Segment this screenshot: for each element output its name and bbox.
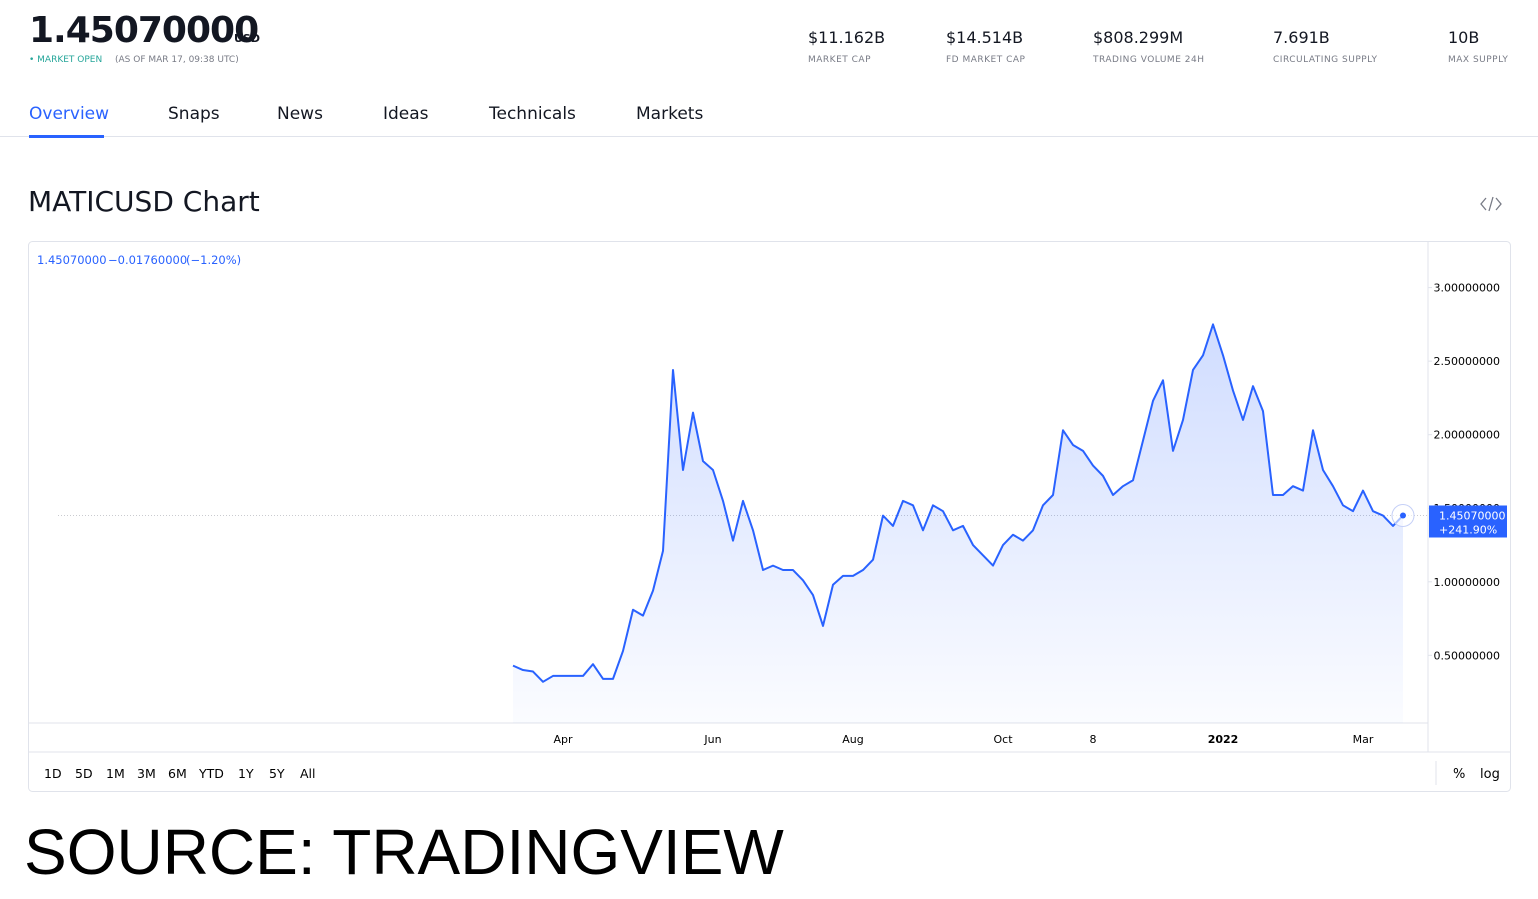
price-line xyxy=(512,323,1404,683)
stat-label: MARKET CAP xyxy=(808,55,871,65)
range-button[interactable]: 1D xyxy=(44,766,62,781)
y-tick-label: 3.00000000 xyxy=(1434,282,1500,295)
tab[interactable]: Overview xyxy=(29,104,110,124)
last-point xyxy=(1400,512,1406,519)
tab-indicator xyxy=(29,135,104,138)
stat-value: 10B xyxy=(1448,28,1480,47)
range-button[interactable]: 5D xyxy=(75,766,93,781)
x-tick-label: Mar xyxy=(1353,733,1374,746)
range-button[interactable]: 1M xyxy=(106,766,125,781)
chart-frame xyxy=(28,241,1511,792)
y-tick-label: 1.00000000 xyxy=(1434,576,1500,589)
price-tag-price: 1.45070000 xyxy=(1439,509,1505,522)
as-of: (AS OF MAR 17, 09:38 UTC) xyxy=(115,55,239,65)
x-tick-label: Apr xyxy=(553,733,573,746)
market-status: • MARKET OPEN xyxy=(29,55,103,65)
legend-change: −0.01760000 xyxy=(108,253,187,267)
range-button[interactable]: All xyxy=(300,766,316,781)
source: SOURCE: TRADINGVIEW xyxy=(24,816,784,888)
price-tag-change: +241.90% xyxy=(1439,523,1497,536)
stat-value: $808.299M xyxy=(1093,28,1184,47)
stat-label: CIRCULATING SUPPLY xyxy=(1273,55,1378,65)
x-tick-label: 8 xyxy=(1090,733,1097,746)
range-button[interactable]: 3M xyxy=(137,766,156,781)
chart-heading: MATICUSD Chart xyxy=(28,185,260,218)
area xyxy=(513,324,1403,723)
x-tick-label: Jun xyxy=(703,733,721,746)
x-tick-label: 2022 xyxy=(1208,733,1239,746)
stat-label: MAX SUPPLY xyxy=(1448,55,1509,65)
stat-label: TRADING VOLUME 24H xyxy=(1093,55,1205,65)
y-tick-label: 0.50000000 xyxy=(1434,649,1500,662)
y-tick-label: 2.00000000 xyxy=(1434,429,1500,442)
scale-button[interactable]: log xyxy=(1480,767,1500,782)
range-button[interactable]: YTD xyxy=(198,766,224,781)
tab-divider xyxy=(0,136,1538,137)
stat-label: FD MARKET CAP xyxy=(946,55,1026,65)
price: 1.45070000 xyxy=(29,10,259,51)
tab[interactable]: Snaps xyxy=(168,104,220,124)
range-button[interactable]: 1Y xyxy=(238,766,254,781)
price-tag-bg xyxy=(1429,505,1507,538)
scale-button[interactable]: % xyxy=(1453,767,1465,782)
tab[interactable]: Technicals xyxy=(489,104,576,124)
range-button[interactable]: 5Y xyxy=(269,766,285,781)
currency: USD xyxy=(234,32,260,45)
tab[interactable]: Markets xyxy=(636,104,704,124)
legend-price: 1.45070000 xyxy=(37,253,107,267)
stat-value: $14.514B xyxy=(946,28,1024,47)
x-tick-label: Aug xyxy=(842,733,863,746)
stat-value: $11.162B xyxy=(808,28,886,47)
y-tick-label: 2.50000000 xyxy=(1434,355,1500,368)
x-tick-label: Oct xyxy=(993,733,1013,746)
range-button[interactable]: 6M xyxy=(168,766,187,781)
legend-change-pct: (−1.20%) xyxy=(186,253,241,267)
chart: 0.500000001.000000001.500000002.00000000… xyxy=(28,241,1511,792)
stat-value: 7.691B xyxy=(1273,28,1330,47)
embed-icon[interactable] xyxy=(1480,195,1502,213)
tab[interactable]: Ideas xyxy=(383,104,429,124)
tab[interactable]: News xyxy=(277,104,323,124)
